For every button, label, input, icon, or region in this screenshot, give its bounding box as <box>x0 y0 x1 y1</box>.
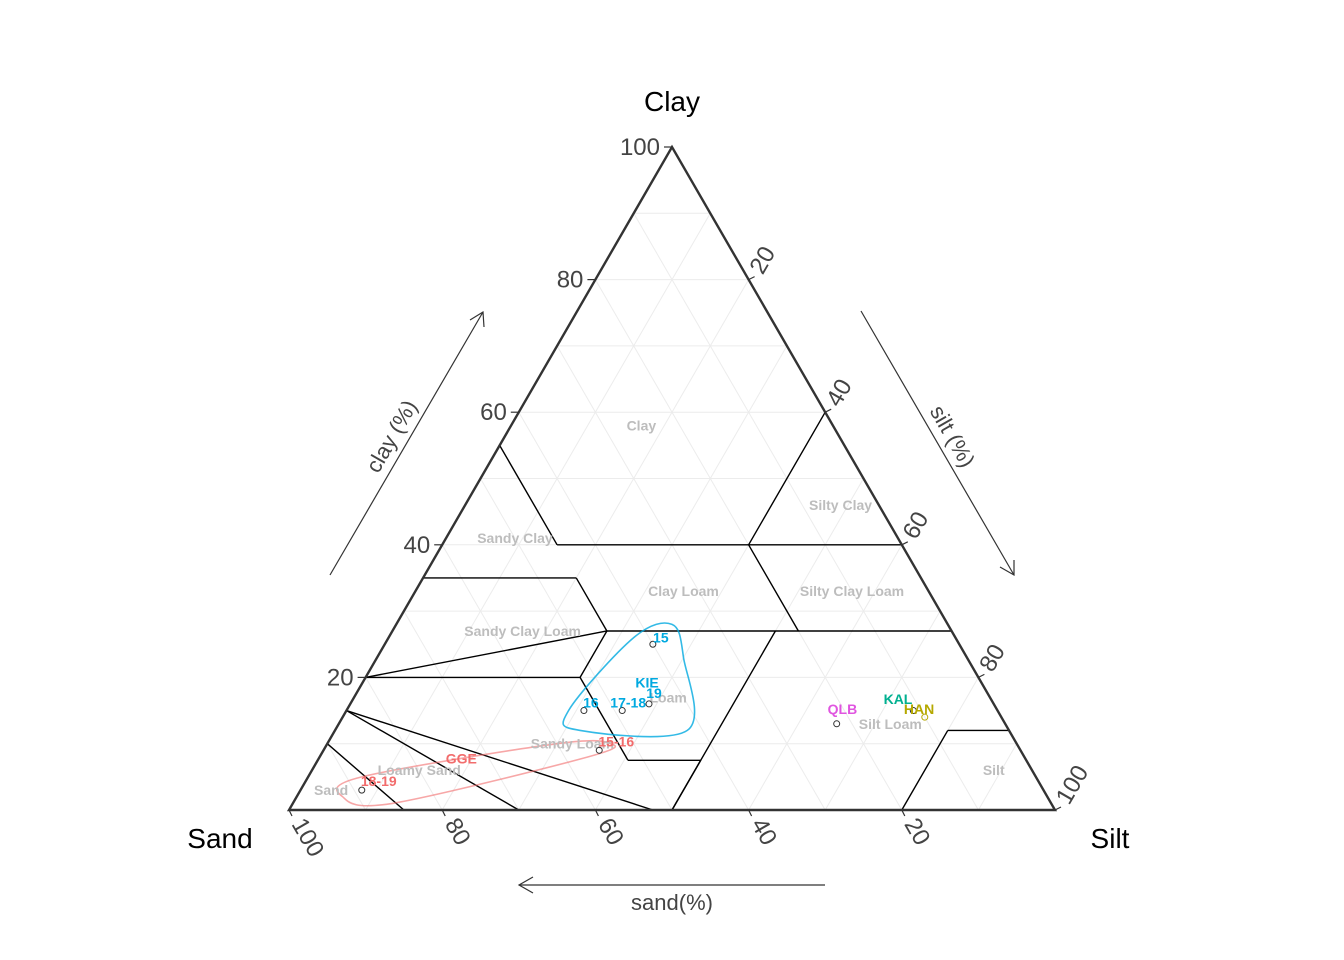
silt-tick-mark <box>978 673 985 678</box>
class-label-sandy-clay-loam: Sandy Clay Loam <box>464 623 581 639</box>
class-boundary <box>346 709 654 811</box>
class-label-silt-loam: Silt Loam <box>859 716 922 732</box>
sand-tick-mark <box>901 809 906 817</box>
class-label-loamy-sand: Loamy Sand <box>378 762 461 778</box>
point-label-gge: 15-16 <box>598 733 634 749</box>
hull-kie <box>562 622 696 738</box>
grid-line-sand <box>480 478 673 811</box>
point-label-kie: 15 <box>653 629 669 645</box>
group-label-han: HAN <box>904 701 934 717</box>
clay-axis-arrow <box>329 310 485 576</box>
point-label-kie: 16 <box>583 695 599 711</box>
grid-line-sand <box>403 610 520 811</box>
triangle-frame <box>286 144 1058 812</box>
silt-tick-label: 60 <box>898 507 935 544</box>
texture-class-boundaries <box>326 411 1010 811</box>
silt-axis-arrow <box>860 310 1015 577</box>
corner-title-sand: Sand <box>187 823 252 854</box>
class-label-silty-clay-loam: Silty Clay Loam <box>800 583 904 599</box>
sand-tick-label: 100 <box>286 814 329 862</box>
hull-gge <box>336 739 617 807</box>
class-label-sandy-loam: Sandy Loam <box>531 736 614 752</box>
silt-tick-mark <box>824 408 832 413</box>
group-label-qlb: QLB <box>828 701 858 717</box>
class-label-clay: Clay <box>627 417 657 433</box>
clay-axis-label: clay (%) <box>361 396 422 477</box>
class-label-silty-clay: Silty Clay <box>809 497 872 513</box>
sand-tick-label: 80 <box>439 814 476 851</box>
clay-tick-label: 100 <box>620 134 660 161</box>
clay-tick-label: 80 <box>557 267 584 294</box>
data-point-kal <box>909 707 917 715</box>
silt-tick-label: 80 <box>974 640 1011 677</box>
silt-tick-mark <box>901 541 909 546</box>
sand-tick-mark <box>441 809 446 817</box>
sand-axis-arrow <box>517 876 825 894</box>
sand-tick-mark <box>288 809 293 817</box>
class-label-clay-loam: Clay Loam <box>648 583 719 599</box>
data-point-kie <box>649 640 657 648</box>
corner-title-clay: Clay <box>644 86 700 117</box>
class-boundary <box>346 709 520 811</box>
sand-tick-label: 40 <box>745 814 782 851</box>
class-label-sandy-clay: Sandy Clay <box>477 530 553 546</box>
silt-tick-label: 20 <box>744 242 781 279</box>
silt-tick-mark <box>1054 806 1062 811</box>
sand-tick-mark <box>594 809 599 817</box>
class-boundary <box>326 743 405 811</box>
data-point-kie <box>580 707 588 715</box>
grid-line-silt <box>824 610 941 811</box>
class-boundary <box>579 677 629 761</box>
point-label-kie: 19 <box>646 685 662 701</box>
class-boundary <box>671 759 702 811</box>
silt-tick-mark <box>748 276 755 281</box>
class-boundary <box>579 630 608 678</box>
point-label-kie: 17-18 <box>610 695 646 711</box>
clay-tick-label: 20 <box>327 664 354 691</box>
texture-class-labels: Clay Silty Clay Sandy Clay Clay Loam Silty C… <box>314 417 1005 798</box>
group-label-kal: KAL <box>884 691 913 707</box>
point-label-gge: 18-19 <box>361 773 397 789</box>
triangle-outline <box>286 144 1058 812</box>
grid-line-sand <box>633 213 979 811</box>
group-label-kie: KIE <box>635 674 658 690</box>
class-boundary <box>747 411 826 546</box>
grid-line-silt <box>518 345 788 811</box>
data-point-gge <box>358 786 366 794</box>
group-label-gge: GGE <box>446 751 477 767</box>
sand-tick-mark <box>748 809 753 817</box>
class-boundary <box>901 730 949 811</box>
class-boundary <box>365 630 608 679</box>
class-label-silt: Silt <box>983 762 1005 778</box>
data-point-gge <box>595 746 603 754</box>
class-label-sand: Sand <box>314 782 348 798</box>
clay-tick-label: 60 <box>480 399 507 426</box>
group-hulls <box>336 622 696 807</box>
sand-tick-label: 60 <box>592 814 629 851</box>
data-point-qlb <box>833 720 841 728</box>
class-boundary <box>747 544 799 632</box>
sand-axis-label: sand(%) <box>631 890 713 915</box>
grid-line-silt <box>977 743 1018 811</box>
silt-tick-label: 100 <box>1051 761 1094 809</box>
sand-tick-label: 20 <box>899 814 936 851</box>
corner-title-silt: Silt <box>1091 823 1130 854</box>
data-point-han <box>921 713 929 721</box>
clay-tick-label: 40 <box>403 532 430 559</box>
data-point-kie <box>645 700 653 708</box>
grid-line-sand <box>556 345 826 811</box>
class-boundary <box>499 444 558 546</box>
class-label-loam: Loam <box>649 689 686 705</box>
grid-line-sand <box>326 743 367 811</box>
silt-tick-label: 40 <box>821 375 858 412</box>
class-boundary <box>575 577 608 632</box>
data-point-kie <box>618 707 626 715</box>
tick-labels: 20 20 20 40 40 40 60 60 60 80 80 80 100 100 100 <box>286 134 1094 862</box>
grid-line-silt <box>748 544 903 811</box>
